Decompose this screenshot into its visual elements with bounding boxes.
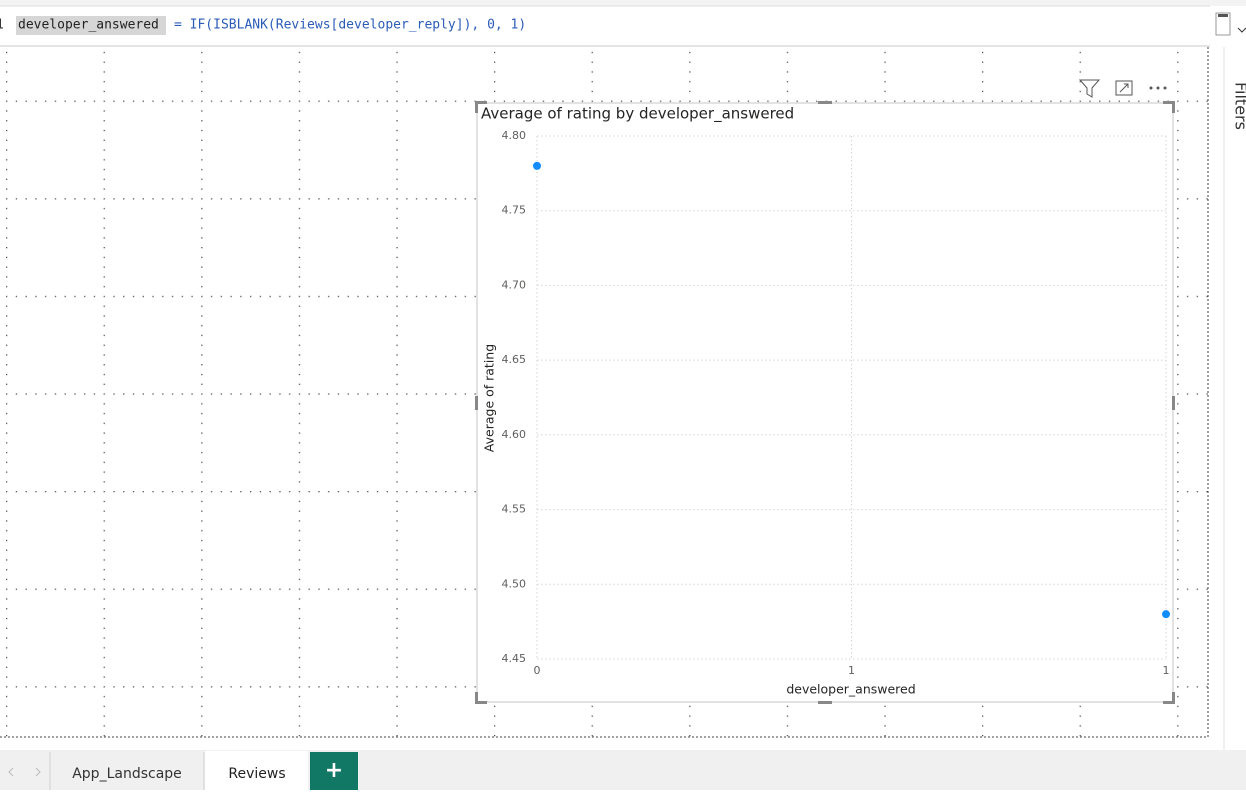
- y-tick-label: 4.60: [502, 428, 527, 441]
- point: [1162, 610, 1170, 618]
- y-axis-title: Average of rating: [482, 344, 497, 452]
- line-number: 1: [0, 18, 4, 33]
- y-tick-label: 4.50: [502, 577, 527, 590]
- y-tick-label: 4.80: [502, 129, 527, 142]
- ribbon: [0, 0, 1246, 6]
- y-tick-label: 4.75: [502, 204, 527, 217]
- x-tick-label: 0: [534, 664, 541, 677]
- visual-container[interactable]: [477, 103, 1173, 702]
- scroll-thumb: [1218, 14, 1228, 17]
- collapse-icon[interactable]: [1238, 28, 1246, 32]
- filters-label[interactable]: Filters: [1232, 82, 1246, 130]
- point: [533, 162, 541, 170]
- x-axis-title: developer_answered: [786, 682, 915, 697]
- tab[interactable]: App_Landscape: [72, 766, 182, 782]
- tab[interactable]: Reviews: [228, 766, 285, 782]
- y-tick-label: 4.45: [502, 652, 527, 665]
- filters-pane[interactable]: [1224, 47, 1246, 750]
- x-tick-label: 1: [1163, 664, 1170, 677]
- x-tick-label: 1: [848, 664, 855, 677]
- tab-bar: [0, 750, 1246, 790]
- y-tick-label: 4.65: [502, 353, 527, 366]
- y-tick-label: 4.70: [502, 278, 527, 291]
- formula-name: developer_answered: [18, 18, 159, 33]
- formula-expression: = IF(ISBLANK(Reviews[developer_reply]), …: [174, 18, 526, 33]
- more-icon[interactable]: [1150, 87, 1167, 90]
- chart-title: Average of rating by developer_answered: [481, 105, 794, 124]
- y-tick-label: 4.55: [502, 503, 527, 516]
- add-tab-label[interactable]: +: [325, 758, 343, 783]
